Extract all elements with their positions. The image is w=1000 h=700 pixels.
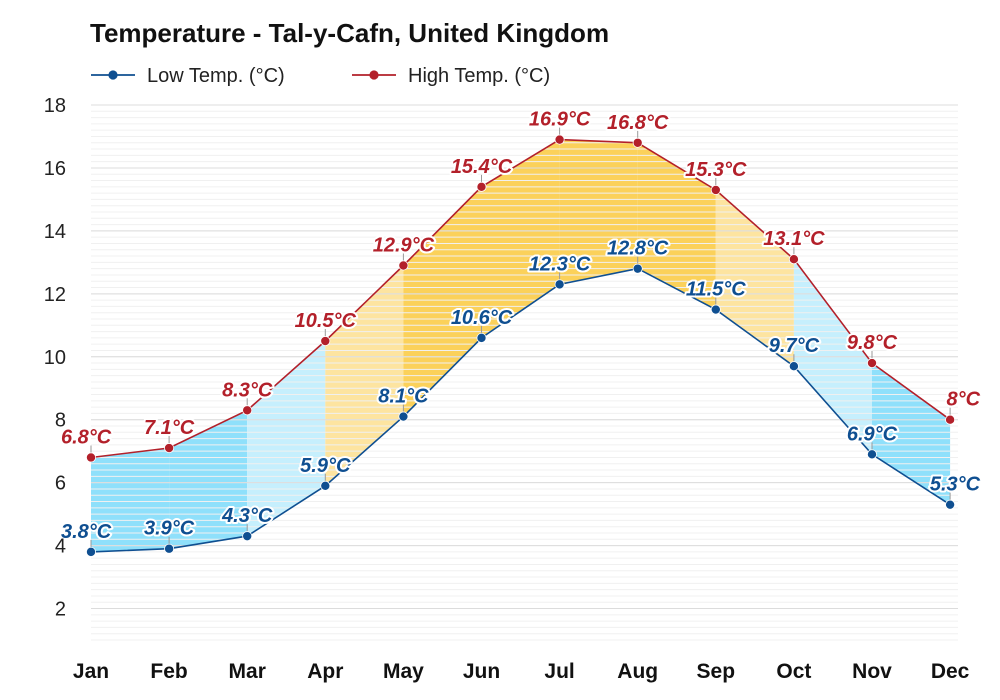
low-temp-label-nov: 6.9°C	[847, 423, 898, 445]
y-tick-label: 8	[55, 410, 66, 432]
range-band-sep	[715, 189, 794, 367]
high-temp-point-jun[interactable]	[476, 181, 487, 192]
data-labels: 3.8°C 3.9°C 4.3°C 5.9°C 8.1°C 10.6°C 12.3°C 12.…	[59, 107, 983, 547]
series-lines	[90, 138, 951, 553]
x-tick-label: Aug	[617, 660, 658, 683]
high-temp-point-dec[interactable]	[945, 414, 956, 425]
legend[interactable]: Low Temp. (°C) High Temp. (°C)	[91, 65, 550, 87]
range-band-jun	[481, 139, 560, 338]
low-temp-point-jul[interactable]	[554, 279, 565, 290]
x-tick-label: Jul	[544, 660, 574, 683]
grid-lines	[91, 104, 958, 641]
x-tick-label: Nov	[852, 660, 892, 683]
y-tick-label: 2	[55, 599, 66, 621]
x-tick-label: Sep	[697, 660, 736, 683]
y-tick-label: 18	[44, 95, 66, 117]
series-points	[86, 134, 956, 557]
low-temp-label-jun: 10.6°C	[451, 307, 513, 329]
low-temp-label-dec: 5.3°C	[930, 474, 981, 496]
high-temp-point-jul[interactable]	[554, 134, 565, 145]
legend-item-low[interactable]: Low Temp. (°C)	[91, 65, 285, 87]
x-tick-label: Feb	[150, 660, 187, 683]
legend-marker	[369, 70, 379, 80]
legend-item-high[interactable]: High Temp. (°C)	[352, 65, 550, 87]
low-temp-point-feb[interactable]	[164, 543, 175, 554]
high-temp-point-feb[interactable]	[164, 443, 175, 454]
x-tick-label: Apr	[307, 660, 343, 683]
legend-marker	[108, 70, 118, 80]
low-temp-point-jan[interactable]	[86, 546, 97, 557]
legend-label: Low Temp. (°C)	[147, 65, 285, 87]
y-tick-label: 4	[55, 536, 66, 558]
high-temp-label-aug: 16.8°C	[607, 112, 669, 134]
chart-title: Temperature - Tal-y-Cafn, United Kingdom	[90, 18, 609, 48]
x-tick-label: Dec	[931, 660, 970, 683]
high-temp-point-mar[interactable]	[242, 405, 253, 416]
low-temp-point-aug[interactable]	[632, 263, 643, 274]
high-temp-label-may: 12.9°C	[373, 235, 435, 257]
high-temp-label-mar: 8.3°C	[222, 379, 273, 401]
range-bands	[91, 139, 951, 552]
x-tick-label: Mar	[229, 660, 266, 683]
low-temp-point-may[interactable]	[398, 411, 409, 422]
high-temp-point-nov[interactable]	[867, 358, 878, 369]
high-temp-label-oct: 13.1°C	[763, 228, 825, 250]
y-tick-label: 6	[55, 473, 66, 495]
high-temp-point-may[interactable]	[398, 260, 409, 271]
low-temp-point-dec[interactable]	[945, 499, 956, 510]
high-temp-label-nov: 9.8°C	[847, 332, 898, 354]
range-band-nov	[872, 363, 951, 505]
range-band-aug	[637, 142, 716, 310]
y-tick-label: 16	[44, 158, 66, 180]
low-temp-point-mar[interactable]	[242, 531, 253, 542]
range-band-may	[403, 186, 482, 417]
x-tick-label: Oct	[776, 660, 811, 683]
low-temp-label-sep: 11.5°C	[686, 279, 746, 301]
x-tick-label: Jun	[463, 660, 500, 683]
high-temp-label-jun: 15.4°C	[451, 156, 513, 178]
low-temp-point-oct[interactable]	[788, 361, 799, 372]
high-temp-label-jul: 16.9°C	[529, 109, 591, 131]
high-temp-line	[90, 138, 951, 459]
x-tick-label: May	[383, 660, 424, 683]
low-temp-label-may: 8.1°C	[378, 386, 429, 408]
high-temp-label-feb: 7.1°C	[144, 417, 195, 439]
x-tick-label: Jan	[73, 660, 109, 683]
low-temp-label-oct: 9.7°C	[769, 335, 820, 357]
range-band-jan	[91, 448, 170, 552]
high-temp-label-jan: 6.8°C	[61, 426, 112, 448]
low-temp-point-apr[interactable]	[320, 480, 331, 491]
high-temp-point-oct[interactable]	[788, 254, 799, 265]
high-temp-label-apr: 10.5°C	[295, 310, 357, 332]
low-temp-line	[90, 267, 951, 553]
low-temp-point-nov[interactable]	[867, 449, 878, 460]
high-temp-point-sep[interactable]	[710, 184, 721, 195]
y-tick-label: 12	[44, 284, 66, 306]
low-temp-point-sep[interactable]	[710, 304, 721, 315]
high-temp-point-jan[interactable]	[86, 452, 97, 463]
high-temp-point-aug[interactable]	[632, 137, 643, 148]
low-temp-label-jan: 3.8°C	[61, 521, 112, 543]
high-temp-label-dec: 8°C	[947, 389, 981, 411]
y-tick-label: 14	[44, 221, 66, 243]
high-temp-label-sep: 15.3°C	[685, 159, 747, 181]
low-temp-label-jul: 12.3°C	[529, 253, 591, 275]
low-temp-label-aug: 12.8°C	[607, 238, 669, 260]
legend-label: High Temp. (°C)	[408, 65, 550, 87]
y-tick-label: 10	[44, 347, 66, 369]
low-temp-label-apr: 5.9°C	[300, 455, 351, 477]
low-temp-point-jun[interactable]	[476, 332, 487, 343]
high-temp-point-apr[interactable]	[320, 336, 331, 347]
low-temp-label-mar: 4.3°C	[221, 505, 273, 527]
low-temp-label-feb: 3.9°C	[144, 518, 195, 540]
axes: 2 4 6 8 10 12 14 16 18 Jan Feb Mar Apr May Jun Jul Aug Se…	[44, 95, 970, 683]
